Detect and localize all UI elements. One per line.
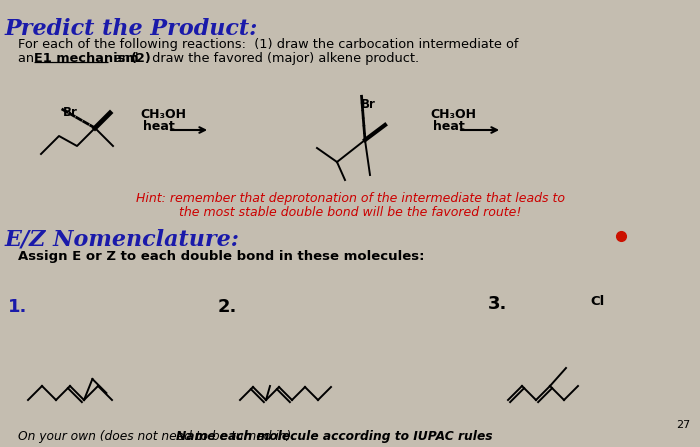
Text: E1 mechanism: E1 mechanism	[34, 52, 139, 65]
Text: Br: Br	[63, 106, 78, 119]
Text: Hint: remember that deprotonation of the intermediate that leads to: Hint: remember that deprotonation of the…	[136, 192, 564, 205]
Text: and: and	[110, 52, 143, 65]
Text: an: an	[18, 52, 38, 65]
Text: (2): (2)	[131, 52, 152, 65]
Text: On your own (does not need to be turned in):: On your own (does not need to be turned …	[18, 430, 300, 443]
Text: the most stable double bond will be the favored route!: the most stable double bond will be the …	[178, 206, 522, 219]
Text: CH₃OH: CH₃OH	[140, 108, 186, 121]
Text: draw the favored (major) alkene product.: draw the favored (major) alkene product.	[148, 52, 419, 65]
Text: Cl: Cl	[590, 295, 604, 308]
Text: Assign E or Z to each double bond in these molecules:: Assign E or Z to each double bond in the…	[18, 250, 424, 263]
Text: Name each molecule according to IUPAC rules: Name each molecule according to IUPAC ru…	[176, 430, 493, 443]
Text: heat: heat	[433, 120, 465, 133]
Text: 1.: 1.	[8, 298, 27, 316]
Text: 27: 27	[676, 420, 690, 430]
Text: E/Z Nomenclature:: E/Z Nomenclature:	[5, 228, 240, 250]
Text: heat: heat	[143, 120, 175, 133]
Text: CH₃OH: CH₃OH	[430, 108, 476, 121]
Text: 3.: 3.	[488, 295, 508, 313]
Text: Br: Br	[361, 98, 376, 111]
Text: 2.: 2.	[218, 298, 237, 316]
Text: For each of the following reactions:  (1) draw the carbocation intermediate of: For each of the following reactions: (1)…	[18, 38, 519, 51]
Text: Predict the Product:: Predict the Product:	[5, 18, 258, 40]
